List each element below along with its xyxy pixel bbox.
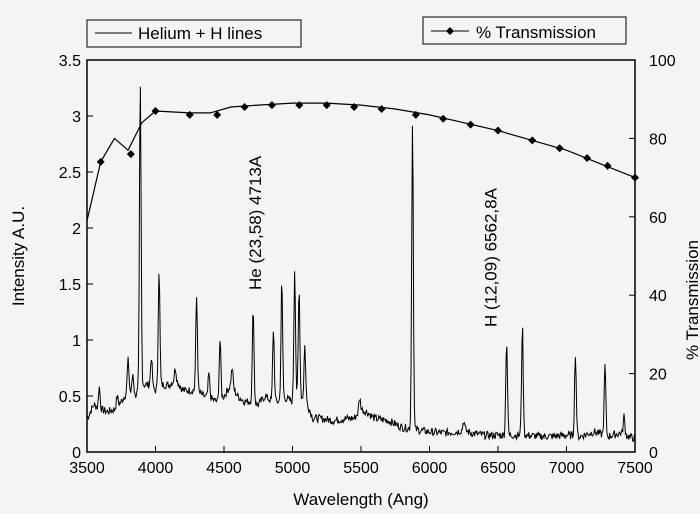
plot-area xyxy=(86,59,636,453)
x-tick-label: 7500 xyxy=(617,460,653,477)
transmission-point xyxy=(96,157,105,166)
transmission-point xyxy=(267,101,276,110)
y-tick-label: 3 xyxy=(72,109,81,126)
y-tick-label: 1 xyxy=(72,333,81,350)
x-tick-label: 6500 xyxy=(480,460,516,477)
y-tick-label: 1.5 xyxy=(59,277,81,294)
legend-transmission-label: % Transmission xyxy=(476,23,596,42)
series-helium-line xyxy=(86,86,636,442)
series-transmission-line xyxy=(86,102,636,221)
legend-transmission: % Transmission xyxy=(422,16,627,45)
transmission-point xyxy=(494,126,502,135)
transmission-point xyxy=(411,110,420,119)
x-tick-label: 5000 xyxy=(275,460,311,477)
y2-tick-label: 20 xyxy=(649,367,667,384)
y-tick-label: 2.5 xyxy=(59,165,81,182)
x-tick-label: 6000 xyxy=(412,460,448,477)
y2-tick-label: 0 xyxy=(649,445,658,462)
x-tick-label: 5500 xyxy=(343,460,379,477)
axes-ticks: 3500 4000 4500 5000 5500 6000 6500 7000 750000.5… xyxy=(59,53,676,477)
line-annotation: He (23,58) 4713A xyxy=(246,155,265,290)
transmission-point xyxy=(555,144,564,153)
transmission-point xyxy=(583,154,592,162)
y2-tick-label: 80 xyxy=(649,131,667,148)
transmission-point xyxy=(151,106,160,115)
transmission-point xyxy=(185,110,194,119)
y-axis-title: Intensity A.U. xyxy=(9,206,28,306)
line-annotation: H (12,09) 6562,8A xyxy=(482,187,501,327)
transmission-point xyxy=(126,150,135,159)
legend-transmission-marker xyxy=(446,27,454,35)
transmission-point xyxy=(528,136,537,145)
y-tick-label: 0.5 xyxy=(59,389,81,406)
transmission-point xyxy=(240,103,249,112)
transmission-point xyxy=(213,110,222,119)
y-tick-label: 2 xyxy=(72,221,81,238)
y2-tick-label: 40 xyxy=(649,288,667,305)
transmission-point xyxy=(466,120,475,129)
transmission-point xyxy=(377,105,386,113)
transmission-point xyxy=(603,161,612,170)
transmission-point xyxy=(350,103,359,112)
y2-tick-label: 100 xyxy=(649,53,676,70)
transmission-point xyxy=(322,101,331,110)
x-tick-label: 3500 xyxy=(69,460,105,477)
y-tick-label: 3.5 xyxy=(59,53,81,70)
x-tick-label: 7000 xyxy=(549,460,585,477)
transmission-point xyxy=(295,101,304,110)
x-tick-label: 4000 xyxy=(138,460,174,477)
annotations: He (23,58) 4713A H (12,09) 6562,8A xyxy=(246,155,500,327)
transmission-point xyxy=(439,114,448,123)
x-tick-label: 4500 xyxy=(206,460,242,477)
x-axis-title: Wavelength (Ang) xyxy=(293,490,428,509)
series-layer xyxy=(86,86,639,442)
transmission-point xyxy=(631,173,639,182)
legend-helium: Helium + H lines xyxy=(86,19,302,48)
y2-axis-title: % Transmission xyxy=(683,240,700,360)
y2-tick-label: 60 xyxy=(649,210,667,227)
legend-helium-label: Helium + H lines xyxy=(138,24,262,43)
y-tick-label: 0 xyxy=(72,445,81,462)
